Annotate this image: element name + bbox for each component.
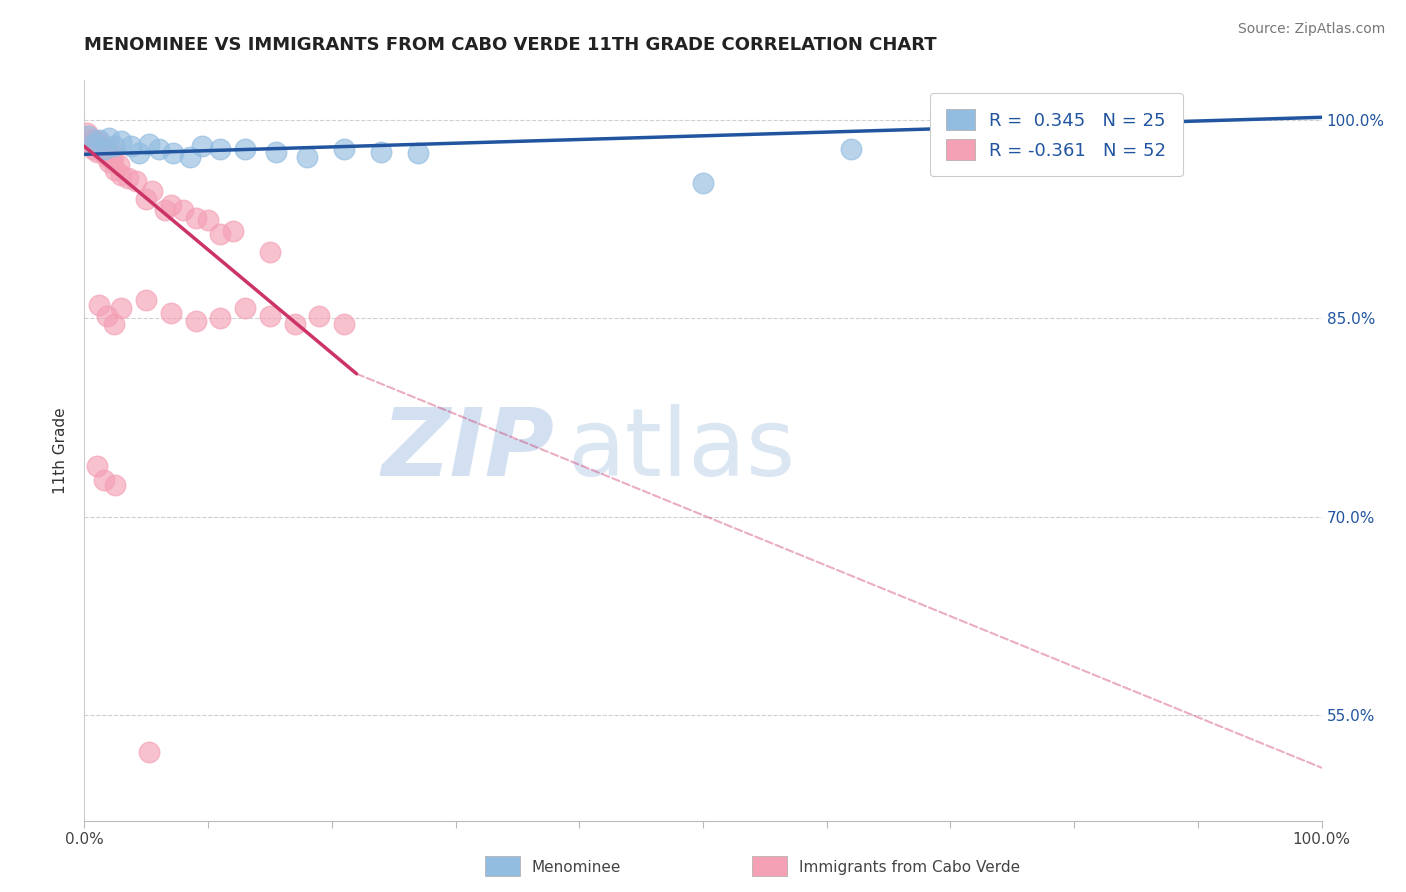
Point <box>97 145 120 159</box>
Point <box>162 146 184 161</box>
Point <box>110 134 132 148</box>
Point <box>83 136 105 151</box>
Point <box>333 142 356 156</box>
Point <box>259 245 281 260</box>
Point <box>222 224 245 238</box>
Point <box>191 139 214 153</box>
Point <box>259 309 281 323</box>
Point <box>148 142 170 156</box>
Point <box>86 145 108 159</box>
Point <box>138 136 160 151</box>
Point <box>333 317 356 331</box>
Point <box>160 306 183 320</box>
Point <box>84 139 107 153</box>
Point <box>93 142 115 156</box>
Point <box>138 745 160 759</box>
Point <box>1088 145 1111 159</box>
Point <box>135 293 157 307</box>
Point <box>295 150 318 164</box>
Point <box>110 301 132 315</box>
Point <box>103 139 125 153</box>
Point <box>184 211 207 225</box>
Point <box>98 131 121 145</box>
Point <box>209 142 232 156</box>
Point <box>83 133 105 147</box>
Point <box>141 185 163 199</box>
Point <box>90 145 112 159</box>
Point <box>135 192 157 206</box>
Point <box>93 473 115 487</box>
Text: Source: ZipAtlas.com: Source: ZipAtlas.com <box>1237 22 1385 37</box>
Point <box>93 146 115 161</box>
Point <box>965 142 987 156</box>
Point <box>104 478 127 492</box>
Point <box>308 309 330 323</box>
Point <box>79 133 101 147</box>
Point <box>128 146 150 161</box>
Point <box>89 298 111 312</box>
Legend: R =  0.345   N = 25, R = -0.361   N = 52: R = 0.345 N = 25, R = -0.361 N = 52 <box>929 93 1182 177</box>
Point <box>264 145 287 159</box>
Point <box>108 158 131 172</box>
Point <box>125 174 148 188</box>
Point <box>209 227 232 241</box>
Point <box>841 142 863 156</box>
Text: Immigrants from Cabo Verde: Immigrants from Cabo Verde <box>799 860 1019 874</box>
Point <box>96 150 118 164</box>
Point <box>89 142 111 156</box>
Point <box>117 171 139 186</box>
Point <box>77 128 100 143</box>
Text: ZIP: ZIP <box>381 404 554 497</box>
Point <box>100 146 122 161</box>
Point <box>98 150 121 164</box>
Point <box>370 145 392 159</box>
Text: Menominee: Menominee <box>531 860 621 874</box>
Point <box>172 202 194 217</box>
Point <box>153 202 176 217</box>
Point <box>89 133 111 147</box>
Point <box>233 142 256 156</box>
Point <box>103 317 125 331</box>
Text: atlas: atlas <box>567 404 796 497</box>
Point <box>692 177 714 191</box>
Point <box>94 142 117 156</box>
Point <box>87 134 110 148</box>
Point <box>104 163 127 178</box>
Point <box>91 139 114 153</box>
Y-axis label: 11th Grade: 11th Grade <box>53 407 69 494</box>
Point <box>120 139 142 153</box>
Point <box>76 126 98 140</box>
Point <box>82 142 104 156</box>
Point <box>86 459 108 474</box>
Point <box>197 213 219 227</box>
Point <box>284 317 307 331</box>
Point <box>209 311 232 326</box>
Point <box>89 136 111 151</box>
Point <box>160 197 183 211</box>
Point <box>408 146 430 161</box>
Point <box>179 150 201 164</box>
Point <box>101 153 124 167</box>
Point <box>110 169 132 183</box>
Point <box>184 314 207 328</box>
Point <box>233 301 256 315</box>
Point <box>80 136 103 151</box>
Text: MENOMINEE VS IMMIGRANTS FROM CABO VERDE 11TH GRADE CORRELATION CHART: MENOMINEE VS IMMIGRANTS FROM CABO VERDE … <box>84 36 936 54</box>
Point <box>96 309 118 323</box>
Point <box>98 155 121 169</box>
